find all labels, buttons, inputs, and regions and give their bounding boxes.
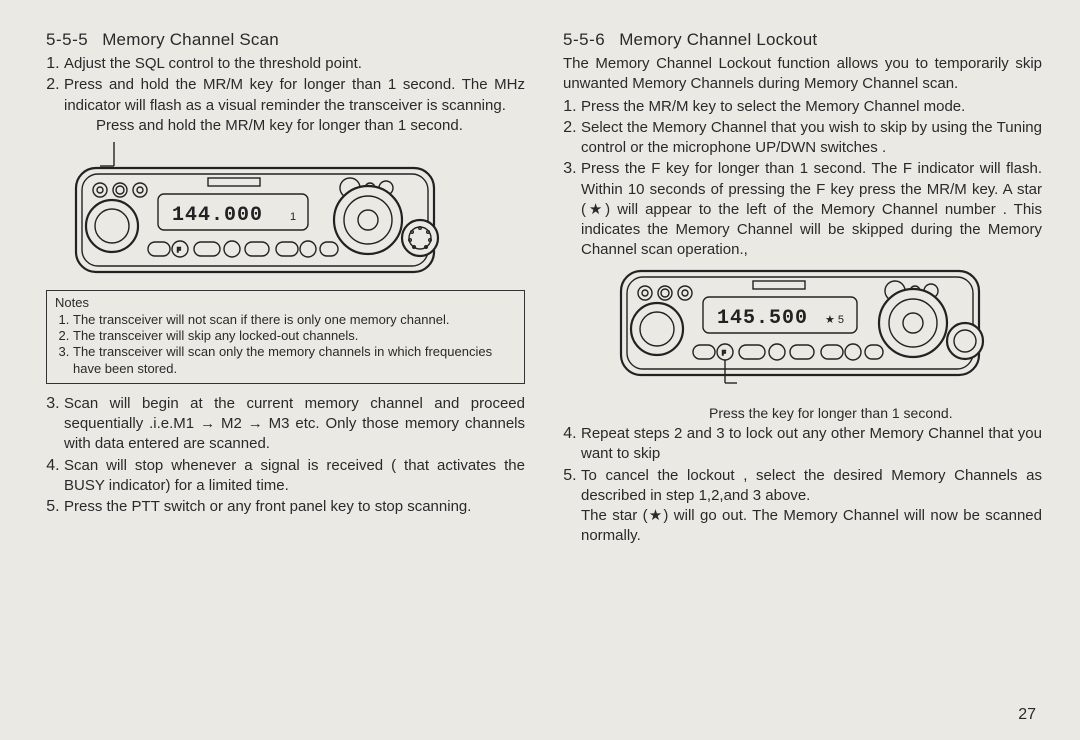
radio-illustration-left: 144.000 1 F [50, 142, 525, 282]
section-title: Memory Channel Scan [102, 30, 279, 49]
svg-text:1: 1 [290, 211, 296, 223]
notes-heading: Notes [55, 295, 516, 311]
step-4: Scan will stop whenever a signal is rece… [64, 456, 525, 497]
note-3: The transceiver will scan only the memor… [73, 344, 516, 377]
radio-caption-above: Press and hold the MR/M key for longer t… [96, 117, 525, 136]
left-steps-cont: Scan will begin at the current memory ch… [46, 394, 525, 518]
step-1: Adjust the SQL control to the threshold … [64, 54, 525, 74]
notes-list: The transceiver will not scan if there i… [55, 312, 516, 377]
section-title: Memory Channel Lockout [619, 30, 817, 49]
right-steps: Press the MR/M key to select the Memory … [563, 97, 1042, 261]
svg-text:★ 5: ★ 5 [825, 314, 844, 326]
r-step-4: Repeat steps 2 and 3 to lock out any oth… [581, 424, 1042, 465]
right-steps-cont: Repeat steps 2 and 3 to lock out any oth… [563, 424, 1042, 547]
r-step-5a: To cancel the lockout , select the desir… [581, 466, 1042, 507]
r-step-1: Press the MR/M key to select the Memory … [581, 97, 1042, 117]
step-2: Press and hold the MR/M key for longer t… [64, 75, 525, 116]
lcd-display-right: 145.500 [717, 307, 808, 330]
right-column: 5-5-6 Memory Channel Lockout The Memory C… [563, 30, 1042, 548]
r-step-2: Select the Memory Channel that you wish … [581, 118, 1042, 159]
section-number: 5-5-6 [563, 30, 605, 49]
radio-illustration-right: 145.500 ★ 5 F [607, 267, 1042, 397]
r-step-3: Press the F key for longer than 1 second… [581, 159, 1042, 260]
page-number: 27 [1018, 706, 1036, 724]
note-2: The transceiver will skip any locked-out… [73, 328, 516, 344]
left-steps: Adjust the SQL control to the threshold … [46, 54, 525, 116]
intro-para: The Memory Channel Lockout function allo… [563, 54, 1042, 95]
r-step-5b: The star (★) will go out. The Memory Cha… [581, 506, 1042, 547]
radio-caption-below: Press the key for longer than 1 second. [709, 405, 1042, 423]
notes-box: Notes The transceiver will not scan if t… [46, 290, 525, 384]
svg-text:F: F [177, 248, 181, 254]
section-heading-556: 5-5-6 Memory Channel Lockout [563, 30, 1042, 50]
section-heading-555: 5-5-5 Memory Channel Scan [46, 30, 525, 50]
step-5: Press the PTT switch or any front panel … [64, 497, 525, 517]
step-3: Scan will begin at the current memory ch… [64, 394, 525, 455]
svg-text:F: F [722, 351, 726, 357]
section-number: 5-5-5 [46, 30, 88, 49]
note-1: The transceiver will not scan if there i… [73, 312, 516, 328]
left-column: 5-5-5 Memory Channel Scan Adjust the SQL … [46, 30, 525, 548]
lcd-display-left: 144.000 [172, 204, 263, 227]
